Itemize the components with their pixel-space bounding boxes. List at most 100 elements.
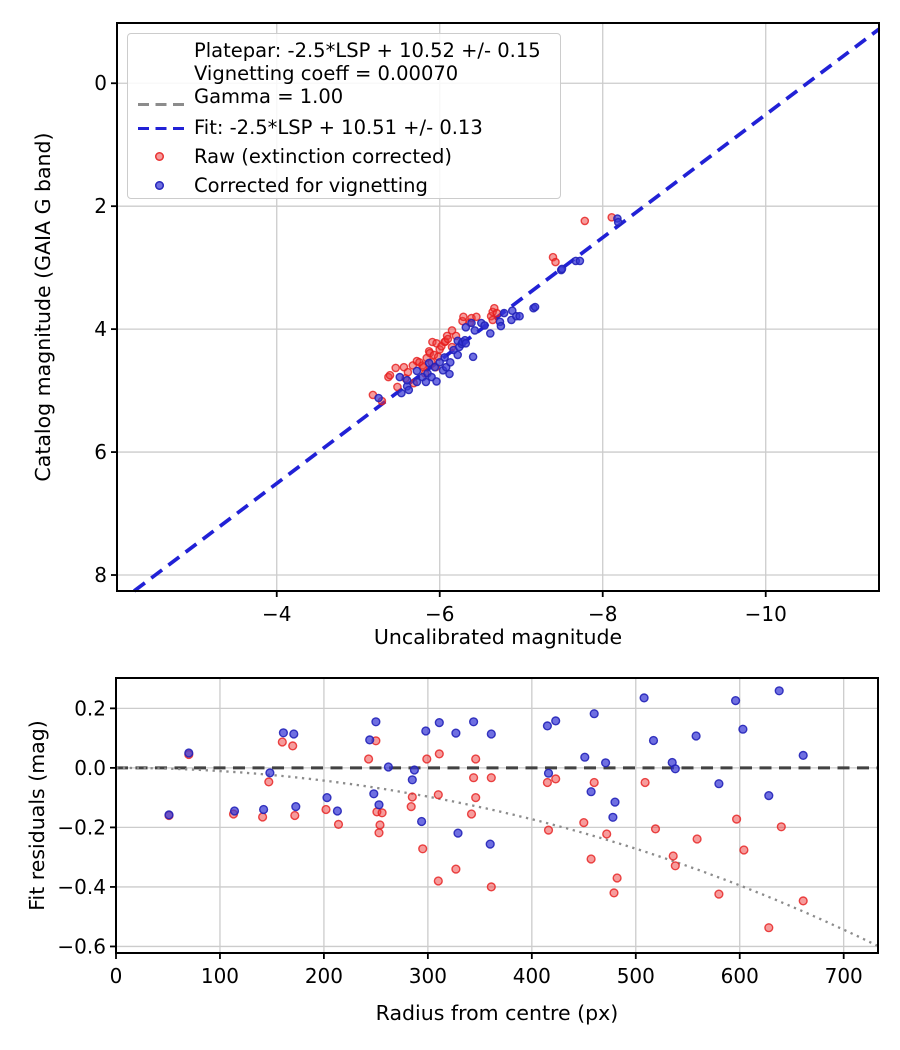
x-tick-label: 0 xyxy=(110,964,123,988)
scatter-point-corrected xyxy=(374,393,383,403)
fit-dashed-line-handle xyxy=(138,126,184,130)
scatter-point-raw xyxy=(290,810,300,821)
plot-frame xyxy=(116,22,880,592)
scatter-point-corrected xyxy=(259,804,269,815)
scatter-point-raw xyxy=(551,257,560,267)
scatter-point-corrected xyxy=(289,729,299,739)
scatter-point-corrected xyxy=(412,366,422,376)
scatter-point-corrected xyxy=(714,779,724,789)
scatter-point-raw xyxy=(492,308,502,318)
scatter-point-corrected xyxy=(332,806,343,816)
scatter-point-corrected xyxy=(738,724,748,734)
scatter-point-raw xyxy=(668,851,678,861)
scatter-point-corrected xyxy=(371,717,381,727)
scatter-point-raw xyxy=(333,819,344,830)
platepar-dashed-line-handle xyxy=(138,103,184,107)
scatter-point-corrected xyxy=(461,322,471,332)
scatter-point-corrected xyxy=(435,357,445,367)
scatter-point-corrected xyxy=(417,816,427,827)
scatter-point-corrected xyxy=(608,812,618,822)
scatter-point-corrected xyxy=(291,801,301,812)
scatter-point-raw xyxy=(542,777,553,788)
scatter-point-raw xyxy=(580,216,590,226)
scatter-point-corrected xyxy=(407,775,417,785)
legend-label-platepar: Platepar: -2.5*LSP + 10.52 +/- 0.15 Vign… xyxy=(194,39,541,108)
y-tick-label: 0.2 xyxy=(74,696,106,720)
scatter-point-corrected xyxy=(432,377,441,386)
scatter-point-raw xyxy=(798,896,808,906)
scatter-point-corrected xyxy=(445,369,454,379)
scatter-point-raw xyxy=(407,792,417,802)
scatter-point-raw xyxy=(472,312,481,322)
legend-label-fit: Fit: -2.5*LSP + 10.51 +/- 0.13 xyxy=(194,116,483,139)
scatter-point-raw xyxy=(469,773,479,783)
scatter-point-corrected xyxy=(421,726,431,736)
x-tick-label: 300 xyxy=(409,964,447,988)
x-tick-label: 400 xyxy=(513,964,551,988)
scatter-point-corrected xyxy=(480,321,489,330)
y-tick-label: 0 xyxy=(94,71,107,95)
scatter-point-corrected xyxy=(542,721,553,731)
x-tick-label: −4 xyxy=(262,602,291,626)
series-raw xyxy=(164,736,808,933)
scatter-point-corrected xyxy=(557,264,567,274)
scatter-point-corrected xyxy=(451,728,461,738)
corrected-marker-handle xyxy=(155,181,164,190)
x-tick-label: −10 xyxy=(745,602,787,626)
scatter-point-corrected xyxy=(430,362,440,372)
scatter-point-corrected xyxy=(764,790,774,801)
x-tick-label: 700 xyxy=(825,964,863,988)
scatter-point-raw xyxy=(393,382,402,392)
scatter-point-raw xyxy=(418,844,428,854)
scatter-point-corrected xyxy=(580,752,590,762)
scatter-point-raw xyxy=(434,749,444,759)
x-tick-label: 100 xyxy=(201,964,239,988)
scatter-point-raw xyxy=(471,754,481,764)
x-axis-label: Radius from centre (px) xyxy=(376,1001,619,1025)
scatter-point-corrected xyxy=(600,758,611,768)
y-tick-label: −0.4 xyxy=(57,875,106,899)
y-tick-label: 0.0 xyxy=(74,756,106,780)
scatter-point-corrected xyxy=(730,695,741,706)
scatter-point-raw xyxy=(466,809,477,819)
scatter-point-raw xyxy=(640,777,650,788)
scatter-point-corrected xyxy=(412,377,422,387)
scatter-point-corrected xyxy=(404,385,414,395)
scatter-point-corrected xyxy=(485,839,495,849)
scatter-point-raw xyxy=(739,845,749,855)
scatter-point-raw xyxy=(609,888,619,898)
scatter-point-raw xyxy=(377,808,387,818)
scatter-point-corrected xyxy=(467,318,476,328)
scatter-point-corrected xyxy=(575,256,585,266)
scatter-point-corrected xyxy=(499,308,509,318)
y-axis-label: Fit residuals (mag) xyxy=(25,720,49,911)
scatter-point-corrected xyxy=(184,748,194,758)
scatter-point-corrected xyxy=(798,750,808,761)
scatter-point-corrected xyxy=(409,765,420,775)
scatter-point-corrected xyxy=(515,311,524,321)
scatter-point-raw xyxy=(776,822,786,832)
scatter-point-corrected xyxy=(670,764,680,774)
scatter-point-corrected xyxy=(453,828,463,838)
scatter-point-corrected xyxy=(468,352,478,362)
raw-marker-handle xyxy=(155,152,164,161)
scatter-point-raw xyxy=(714,889,724,899)
scatter-point-raw xyxy=(543,825,554,835)
x-tick-label: −8 xyxy=(588,602,617,626)
scatter-point-raw xyxy=(422,754,432,764)
x-tick-label: −6 xyxy=(425,602,454,626)
y-tick-label: 2 xyxy=(94,194,107,218)
scatter-point-corrected xyxy=(530,302,540,312)
scatter-point-raw xyxy=(447,326,457,335)
scatter-point-corrected xyxy=(369,789,379,799)
scatter-point-corrected xyxy=(470,326,480,335)
scatter-point-raw xyxy=(551,774,561,784)
scatter-point-corrected xyxy=(485,329,495,338)
legend-label-raw: Raw (extinction corrected) xyxy=(194,145,452,168)
y-tick-label: 4 xyxy=(94,317,107,341)
scatter-point-raw xyxy=(451,864,461,874)
x-tick-label: 600 xyxy=(721,964,759,988)
scatter-point-raw xyxy=(277,737,287,747)
scatter-point-corrected xyxy=(469,717,479,727)
